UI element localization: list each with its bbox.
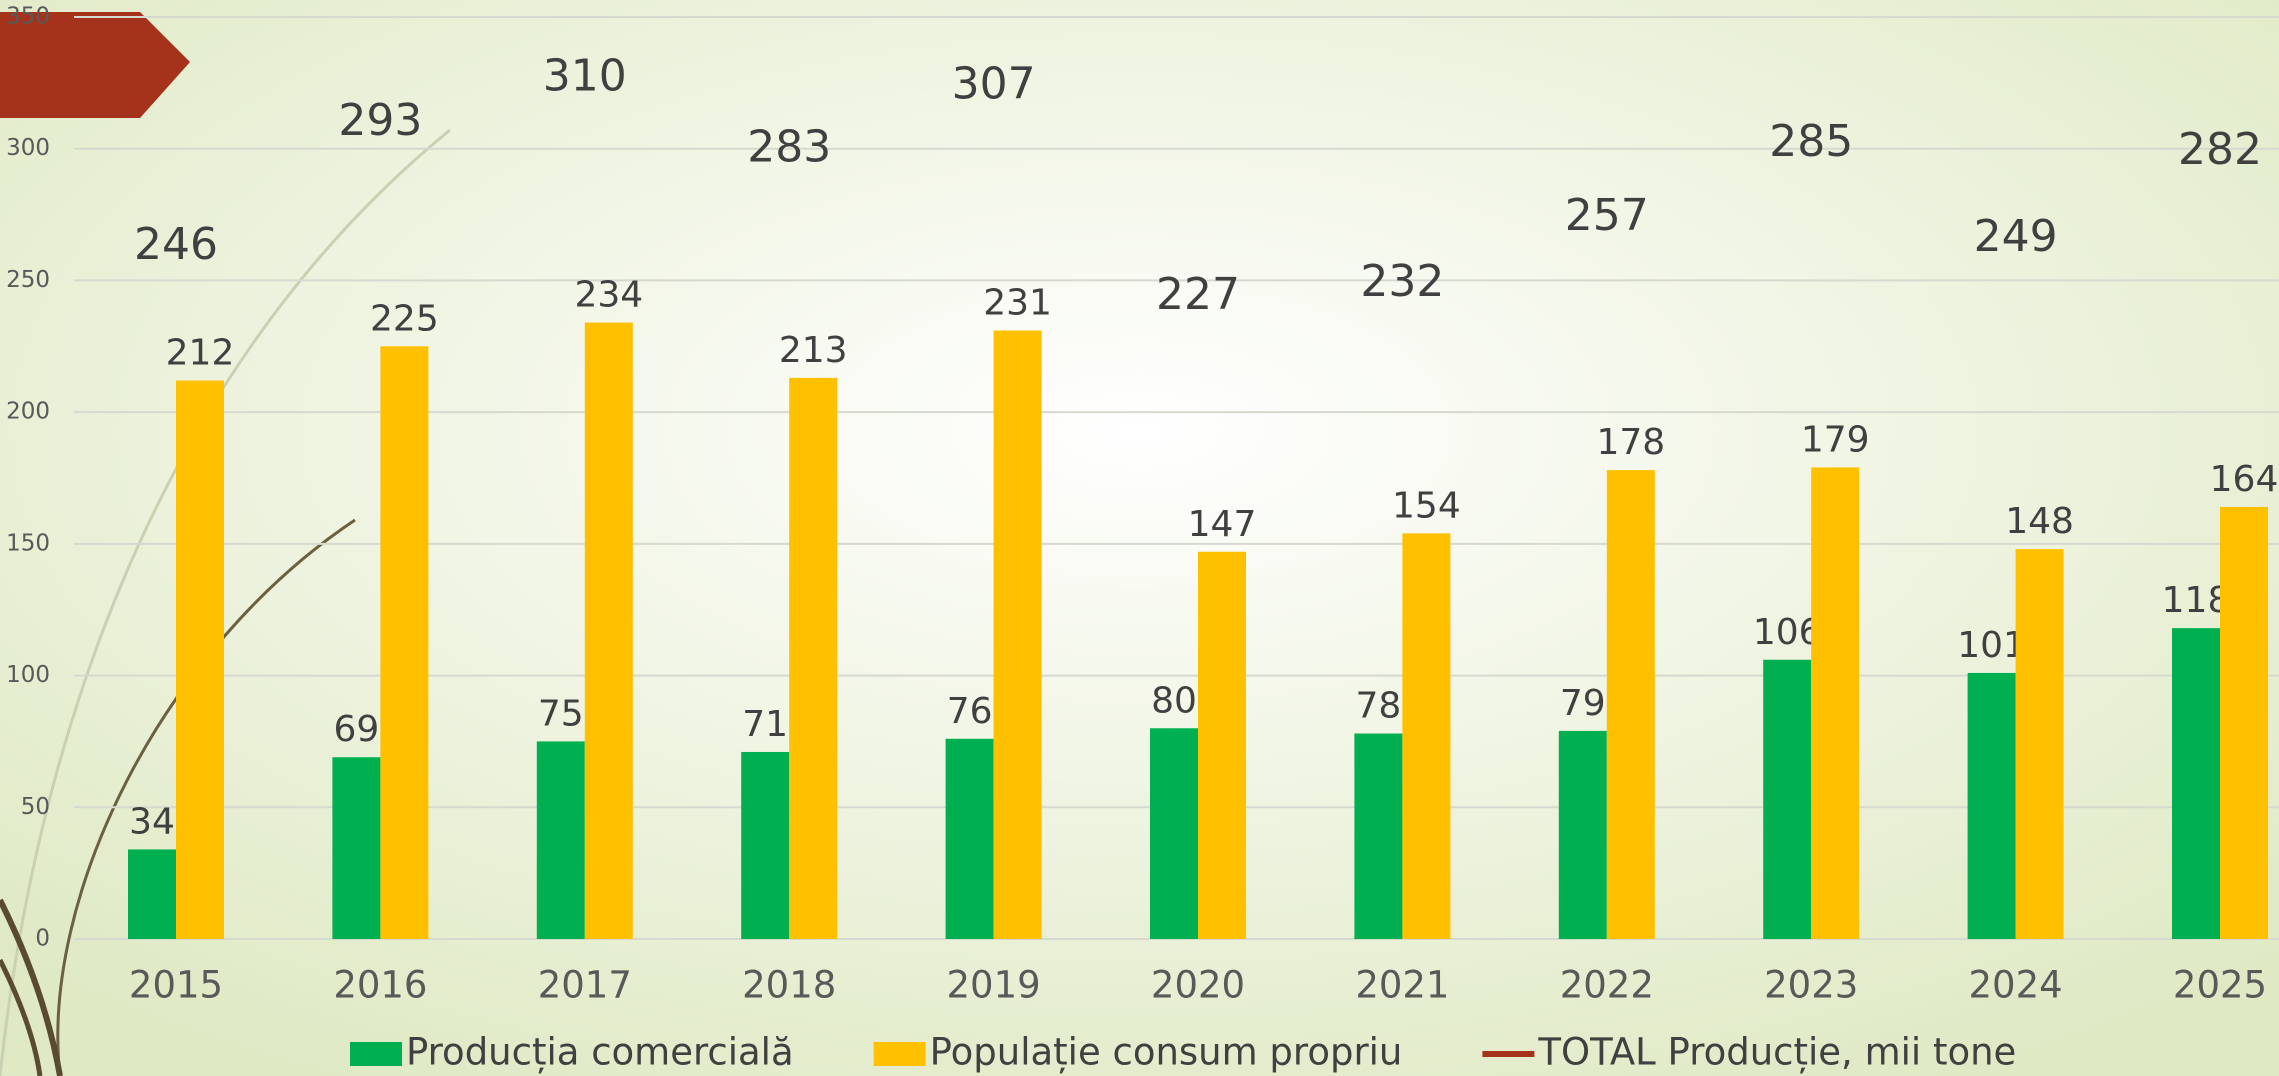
- bar: [994, 330, 1042, 939]
- bar: [2220, 507, 2268, 939]
- bar-value-label: 69: [333, 709, 379, 750]
- bar-value-label: 80: [1151, 680, 1197, 721]
- x-tick-label: 2022: [1560, 964, 1654, 1007]
- bar: [176, 381, 224, 939]
- bar-value-label: 78: [1355, 686, 1401, 727]
- bar-value-label: 234: [574, 275, 643, 316]
- x-tick-label: 2019: [947, 964, 1041, 1007]
- bar-value-label: 148: [2005, 501, 2074, 542]
- bar-value-label: 225: [370, 298, 439, 339]
- x-tick-label: 2020: [1151, 964, 1245, 1007]
- x-tick-label: 2015: [129, 964, 223, 1007]
- legend-label: Producția comercială: [406, 1031, 794, 1074]
- legend-label: Populație consum propriu: [930, 1031, 1403, 1074]
- bar: [1607, 470, 1655, 939]
- bar-value-label: 79: [1560, 683, 1606, 724]
- line-value-label: 282: [2178, 124, 2262, 175]
- x-tick-label: 2025: [2173, 964, 2267, 1007]
- bar: [1354, 734, 1402, 939]
- line-value-label: 285: [1769, 116, 1853, 167]
- bar: [1559, 731, 1607, 939]
- bar-value-label: 179: [1801, 419, 1870, 460]
- bar: [1402, 533, 1450, 939]
- chart: 0501001502002503003503469757176807879106…: [0, 0, 2279, 1076]
- bar: [128, 849, 176, 939]
- bar: [1150, 728, 1198, 939]
- bar: [537, 741, 585, 939]
- y-tick-label: 50: [21, 794, 50, 820]
- line-value-label: 246: [134, 219, 218, 270]
- line-value-label: 293: [338, 95, 422, 146]
- bar-value-label: 75: [538, 693, 584, 734]
- x-tick-label: 2021: [1355, 964, 1449, 1007]
- y-tick-label: 350: [6, 4, 50, 30]
- bar-value-label: 213: [779, 330, 848, 371]
- bar: [1811, 467, 1859, 939]
- bar: [1968, 673, 2016, 939]
- line-value-label: 249: [1974, 211, 2058, 262]
- bar: [789, 378, 837, 939]
- line-value-label: 307: [952, 58, 1036, 109]
- bar: [332, 757, 380, 939]
- y-tick-label: 200: [6, 399, 50, 425]
- y-tick-label: 0: [35, 926, 50, 952]
- line-value-label: 283: [747, 121, 831, 172]
- bar-value-label: 212: [166, 333, 235, 374]
- bar-value-label: 71: [742, 704, 788, 745]
- x-tick-label: 2023: [1764, 964, 1858, 1007]
- y-tick-label: 300: [6, 135, 50, 161]
- bar: [1198, 552, 1246, 939]
- bar-value-label: 231: [983, 282, 1052, 323]
- line-value-label: 227: [1156, 269, 1240, 320]
- bar: [741, 752, 789, 939]
- bar: [946, 739, 994, 939]
- bar-value-label: 178: [1596, 422, 1665, 463]
- bar-value-label: 164: [2210, 459, 2279, 500]
- y-tick-label: 150: [6, 530, 50, 556]
- bar: [2016, 549, 2064, 939]
- y-tick-label: 100: [6, 662, 50, 688]
- line-value-label: 310: [543, 50, 627, 101]
- legend-label: TOTAL Producție, mii tone: [1537, 1031, 2016, 1074]
- y-tick-label: 250: [6, 267, 50, 293]
- legend-swatch: [350, 1042, 402, 1066]
- page: 0501001502002503003503469757176807879106…: [0, 0, 2279, 1076]
- bar: [2172, 628, 2220, 939]
- x-tick-label: 2024: [1969, 964, 2063, 1007]
- x-tick-label: 2016: [333, 964, 427, 1007]
- bar-value-label: 147: [1188, 504, 1257, 545]
- bar: [1763, 660, 1811, 939]
- bar: [380, 346, 428, 939]
- legend-swatch: [874, 1042, 926, 1066]
- x-tick-label: 2018: [742, 964, 836, 1007]
- bar-value-label: 154: [1392, 485, 1461, 526]
- bar: [585, 323, 633, 939]
- x-tick-label: 2017: [538, 964, 632, 1007]
- bar-value-label: 34: [129, 801, 175, 842]
- bar-value-label: 76: [947, 691, 993, 732]
- line-value-label: 232: [1360, 256, 1444, 307]
- line-value-label: 257: [1565, 190, 1649, 241]
